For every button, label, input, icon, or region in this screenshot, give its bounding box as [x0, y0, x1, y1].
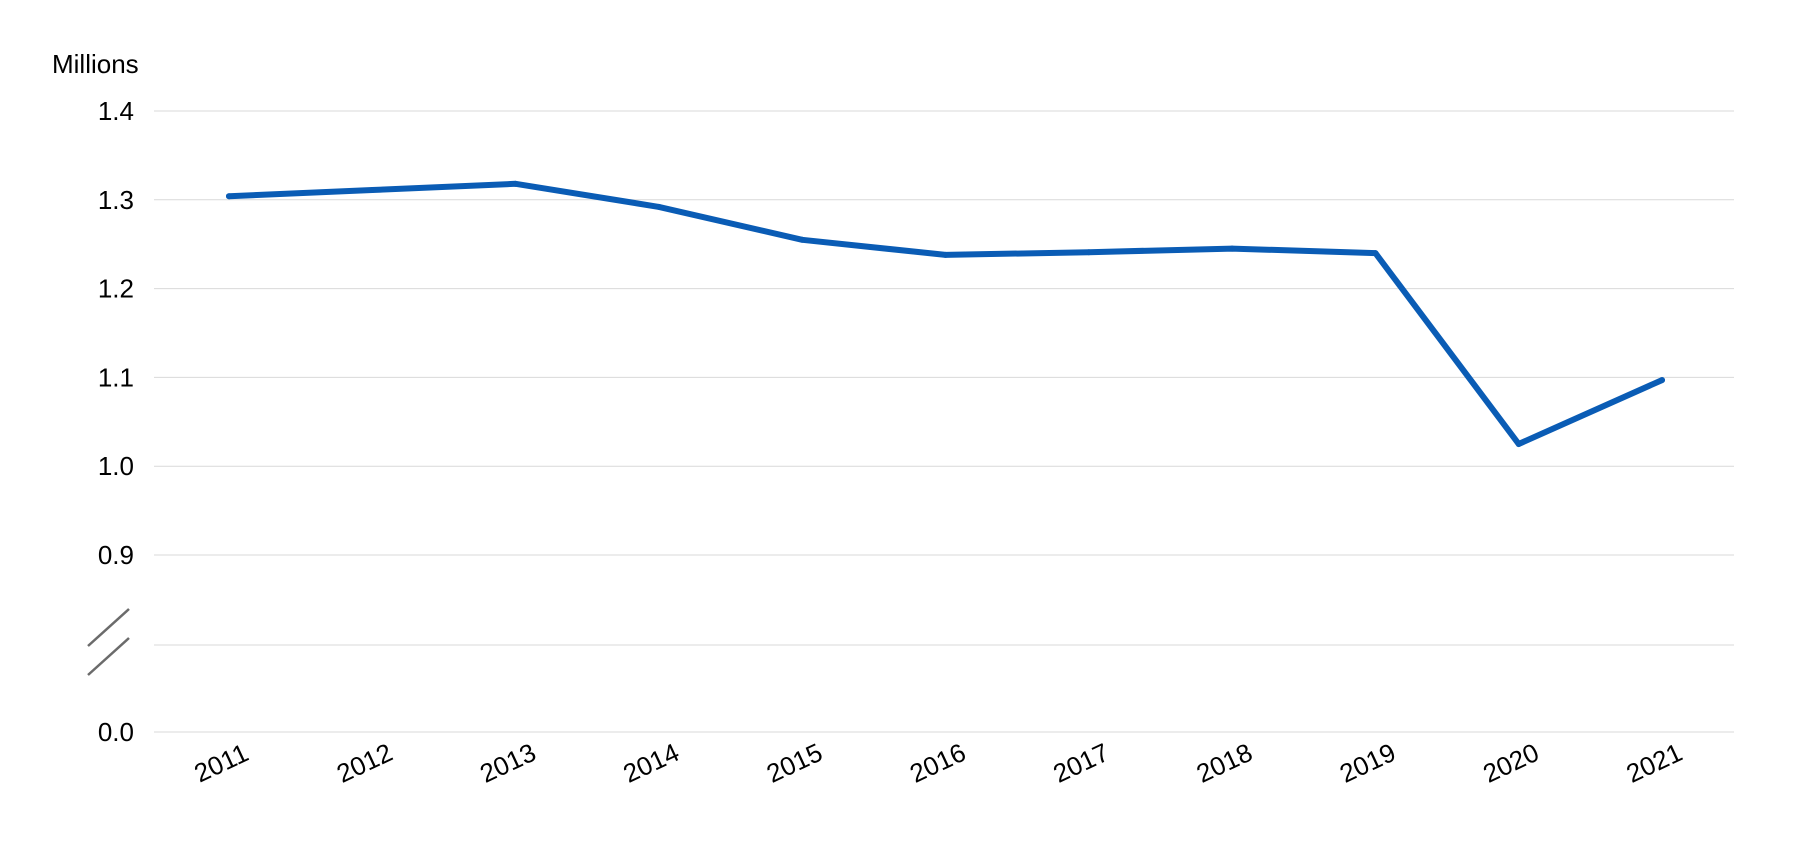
x-tick-label: 2019	[1335, 737, 1400, 789]
x-axis: 2011 2012 2013 2014 2015 2016 2017 2018 2019 2020…	[190, 737, 1687, 789]
x-tick-label: 2016	[905, 737, 970, 789]
data-point	[655, 203, 662, 210]
data-point	[369, 187, 376, 194]
y-axis-unit-label: Millions	[52, 49, 139, 79]
x-tick-label: 2018	[1192, 737, 1257, 789]
data-point	[1085, 249, 1092, 256]
data-point	[512, 180, 519, 187]
x-tick-label: 2012	[332, 737, 397, 789]
data-point	[1659, 377, 1665, 384]
y-tick-label: 1.2	[98, 274, 134, 304]
series-line	[226, 180, 1665, 447]
data-point	[1515, 441, 1522, 447]
x-tick-label: 2015	[762, 737, 827, 789]
data-point	[226, 193, 232, 200]
y-tick-label: 0.0	[98, 717, 134, 747]
x-tick-label: 2014	[619, 737, 684, 789]
x-tick-label: 2020	[1478, 737, 1543, 789]
y-tick-label: 1.4	[98, 96, 134, 126]
data-point	[1229, 245, 1236, 252]
x-tick-label: 2013	[475, 737, 540, 789]
axis-break-icon	[87, 608, 130, 676]
x-tick-label: 2017	[1048, 737, 1113, 789]
y-axis: 0.0 0.9 1.0 1.1 1.2 1.3 1.4	[98, 96, 134, 747]
y-tick-label: 1.0	[98, 451, 134, 481]
gridlines	[154, 110, 1734, 733]
x-tick-label: 2011	[190, 737, 253, 788]
y-tick-label: 1.3	[98, 185, 134, 215]
data-point	[1372, 250, 1379, 257]
y-tick-label: 1.1	[98, 362, 134, 392]
y-tick-label: 0.9	[98, 540, 134, 570]
data-point	[799, 236, 806, 243]
x-tick-label: 2021	[1622, 737, 1687, 789]
series-group	[226, 180, 1665, 447]
data-point	[942, 251, 949, 258]
